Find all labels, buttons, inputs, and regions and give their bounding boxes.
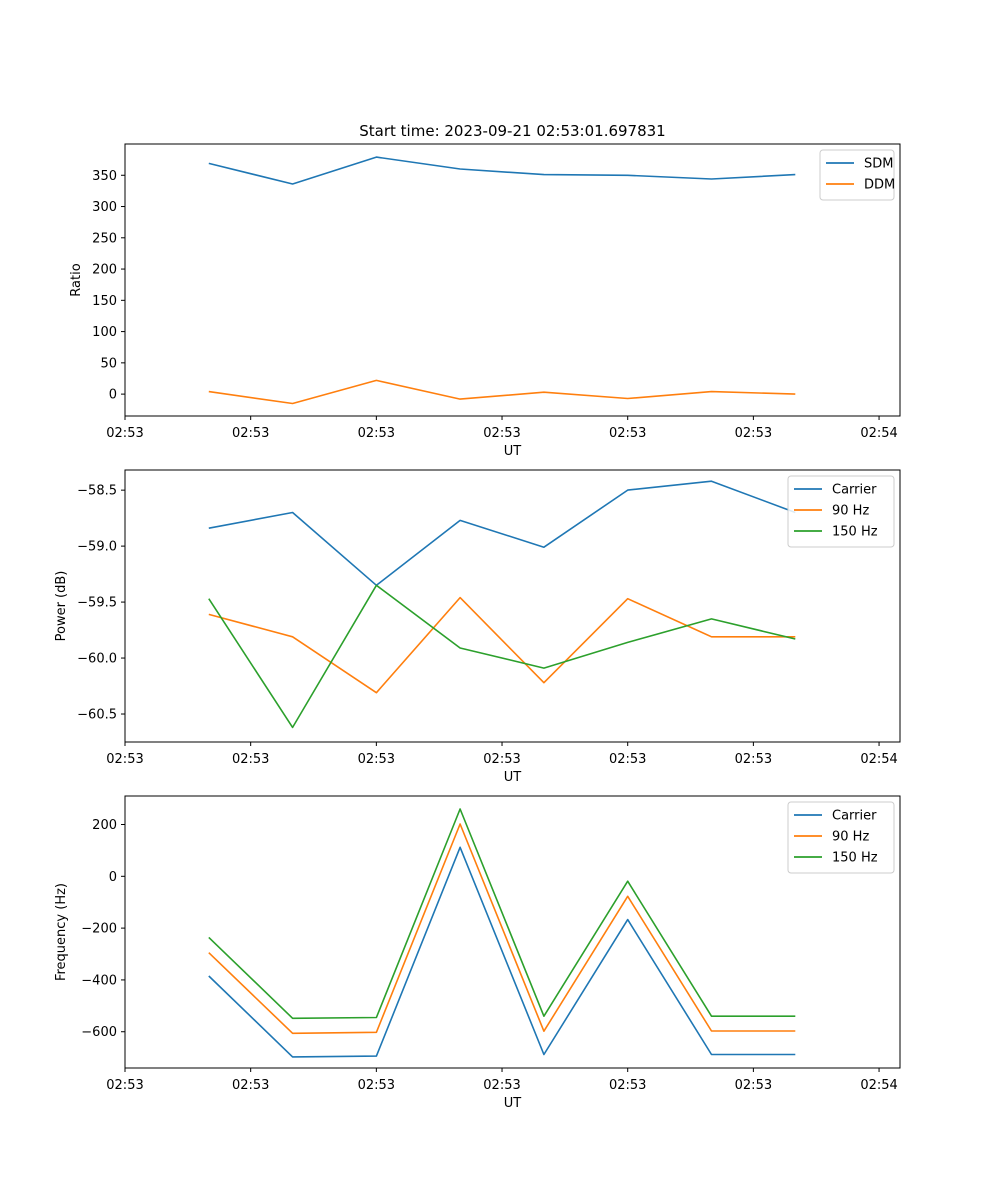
x-tick-label: 02:53 <box>106 1078 143 1093</box>
legend-label: 90 Hz <box>832 504 869 519</box>
plot-frame <box>124 143 901 417</box>
legend-label: DDM <box>864 178 895 193</box>
x-tick-label: 02:53 <box>735 1078 772 1093</box>
x-tick-label: 02:53 <box>483 426 520 441</box>
legend: Carrier 90 Hz 150 Hz <box>787 801 895 874</box>
y-tick-label: −400 <box>81 973 117 988</box>
legend-box <box>787 801 895 874</box>
series-line-carrier <box>208 480 796 587</box>
legend-box <box>787 475 895 548</box>
x-tick-label: 02:53 <box>483 1078 520 1093</box>
plot-frame <box>124 469 901 743</box>
series-line-150-hz <box>208 584 796 729</box>
y-tick-label: 100 <box>92 325 117 340</box>
x-tick-label: 02:53 <box>232 1078 269 1093</box>
y-tick-label: 150 <box>92 294 117 309</box>
legend-label: SDM <box>864 157 893 172</box>
x-tick-label: 02:53 <box>358 426 395 441</box>
x-tick-label: 02:53 <box>232 426 269 441</box>
y-tick-label: 0 <box>109 870 117 885</box>
legend-label: Carrier <box>832 483 877 498</box>
y-tick-label: −60.5 <box>77 708 117 723</box>
x-tick-label: 02:54 <box>860 752 897 767</box>
x-tick-label: 02:53 <box>106 752 143 767</box>
y-axis-label: Ratio <box>69 263 84 296</box>
y-tick-label: −600 <box>81 1025 117 1040</box>
x-tick-label: 02:53 <box>483 752 520 767</box>
y-tick-label: 200 <box>92 818 117 833</box>
legend-label: Carrier <box>832 809 877 824</box>
legend-label: 150 Hz <box>832 851 878 866</box>
y-tick-label: 250 <box>92 231 117 246</box>
series-line-sdm <box>208 156 796 185</box>
series-line-90-hz <box>208 823 796 1035</box>
y-tick-label: 350 <box>92 169 117 184</box>
plot-2: 02:53 02:53 02:53 02:53 02:53 02:53 02:54 −60.5… <box>54 469 901 785</box>
y-tick-label: −58.5 <box>77 484 117 499</box>
plots: 02:53 02:53 02:53 02:53 02:53 02:53 02:54 0 50 10… <box>54 143 901 1111</box>
y-axis-label: Frequency (Hz) <box>54 883 69 981</box>
legend: SDM DDM <box>819 149 895 201</box>
x-tick-label: 02:54 <box>860 426 897 441</box>
x-axis-label: UT <box>504 1096 522 1111</box>
x-tick-label: 02:53 <box>358 752 395 767</box>
plot-3: 02:53 02:53 02:53 02:53 02:53 02:53 02:54 −600 −… <box>54 795 901 1111</box>
x-tick-label: 02:53 <box>735 426 772 441</box>
y-tick-label: 300 <box>92 200 117 215</box>
x-tick-label: 02:53 <box>609 1078 646 1093</box>
plot-frame <box>124 795 901 1069</box>
x-tick-label: 02:53 <box>609 426 646 441</box>
y-tick-label: 50 <box>100 356 117 371</box>
y-tick-label: 200 <box>92 263 117 278</box>
x-tick-label: 02:53 <box>232 752 269 767</box>
series-line-ddm <box>208 379 796 405</box>
x-tick-label: 02:53 <box>735 752 772 767</box>
y-axis-label: Power (dB) <box>54 571 69 642</box>
y-tick-label: −59.5 <box>77 596 117 611</box>
y-tick-label: −60.0 <box>77 652 117 667</box>
series-line-150-hz <box>208 808 796 1020</box>
series-line-carrier <box>208 846 796 1058</box>
y-tick-label: −200 <box>81 922 117 937</box>
x-axis-label: UT <box>504 444 522 459</box>
x-tick-label: 02:53 <box>609 752 646 767</box>
x-tick-label: 02:54 <box>860 1078 897 1093</box>
y-tick-label: −59.0 <box>77 540 117 555</box>
series-line-90-hz <box>208 596 796 694</box>
legend: Carrier 90 Hz 150 Hz <box>787 475 895 548</box>
y-tick-label: 0 <box>109 388 117 403</box>
legend-label: 150 Hz <box>832 525 878 540</box>
x-tick-label: 02:53 <box>358 1078 395 1093</box>
plot-1: 02:53 02:53 02:53 02:53 02:53 02:53 02:54 0 50 10… <box>69 143 901 459</box>
x-axis-label: UT <box>504 770 522 785</box>
x-tick-label: 02:53 <box>106 426 143 441</box>
chart-title: Start time: 2023-09-21 02:53:01.697831 <box>359 122 665 140</box>
legend-label: 90 Hz <box>832 830 869 845</box>
